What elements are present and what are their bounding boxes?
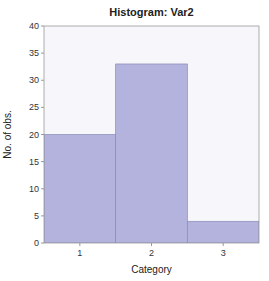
bar bbox=[187, 221, 259, 243]
y-tick bbox=[41, 215, 44, 216]
plot-frame bbox=[44, 26, 259, 243]
x-tick-label: 2 bbox=[149, 248, 154, 258]
y-tick bbox=[41, 107, 44, 108]
bar bbox=[116, 64, 188, 243]
y-axis-label: No. of obs. bbox=[2, 110, 13, 158]
y-tick bbox=[41, 188, 44, 189]
y-tick bbox=[41, 53, 44, 54]
plot-background bbox=[44, 26, 259, 243]
x-tick bbox=[223, 243, 224, 246]
bars bbox=[44, 64, 259, 243]
x-axis-label: Category bbox=[131, 264, 172, 275]
title: Histogram: Var2 bbox=[109, 6, 193, 18]
y-tick-label: 10 bbox=[29, 184, 39, 194]
x-tick bbox=[151, 243, 152, 246]
x-tick-label: 3 bbox=[221, 248, 226, 258]
y-tick-label: 0 bbox=[34, 238, 39, 248]
y-tick-label: 15 bbox=[29, 157, 39, 167]
y-tick-label: 20 bbox=[29, 130, 39, 140]
y-tick bbox=[41, 26, 44, 27]
y-tick-label: 30 bbox=[29, 75, 39, 85]
y-tick-label: 40 bbox=[29, 21, 39, 31]
chart: 0 5 10 15 20 25 30 35 40 1 2 3 Histogram: Var2 Catego… bbox=[0, 0, 269, 281]
y-tick-label: 35 bbox=[29, 48, 39, 58]
x-tick bbox=[79, 243, 80, 246]
y-tick bbox=[41, 80, 44, 81]
y-tick bbox=[41, 243, 44, 244]
bar bbox=[44, 135, 116, 244]
x-tick-label: 1 bbox=[77, 248, 82, 258]
y-tick-label: 25 bbox=[29, 102, 39, 112]
y-tick-label: 5 bbox=[34, 211, 39, 221]
y-tick bbox=[41, 161, 44, 162]
y-tick bbox=[41, 134, 44, 135]
